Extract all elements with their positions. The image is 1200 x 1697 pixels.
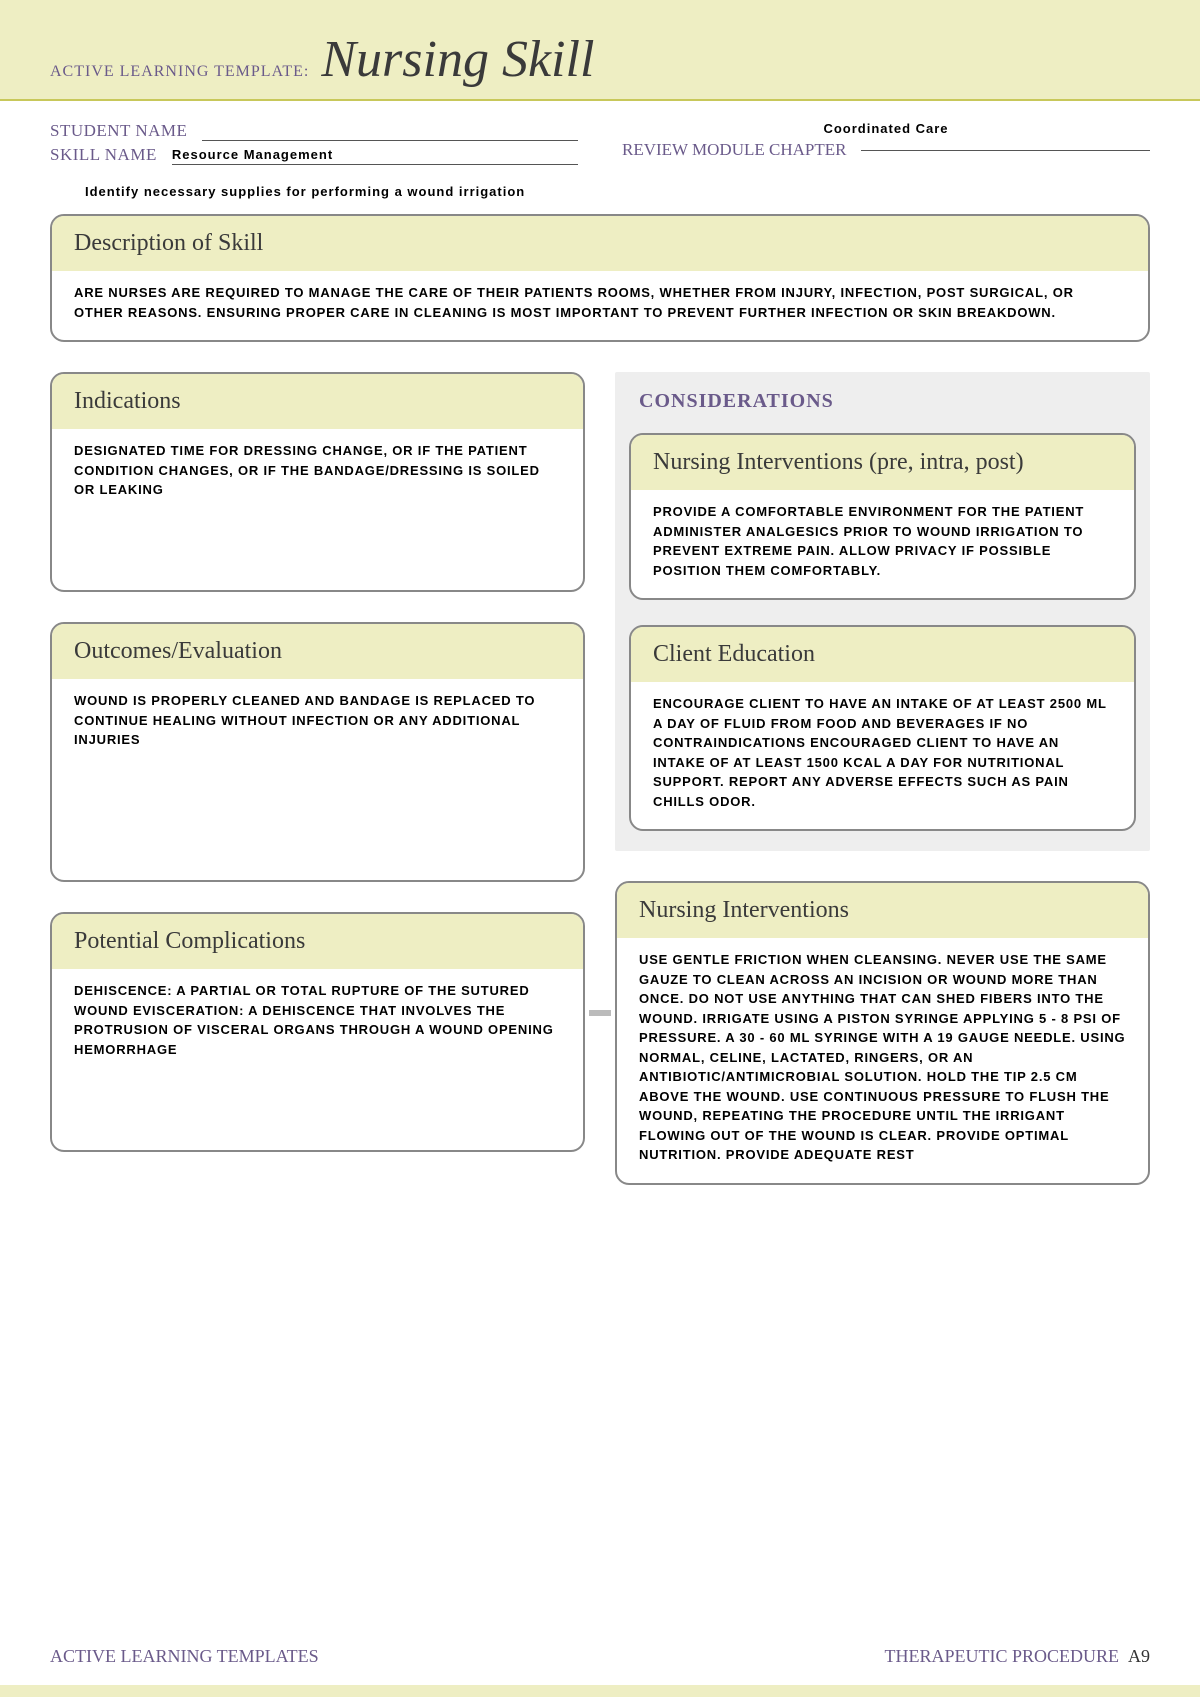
template-prefix: ACTIVE LEARNING TEMPLATE:: [50, 63, 309, 81]
client-education-title: Client Education: [631, 627, 1134, 682]
client-education-box: Client Education Encourage client to hav…: [629, 625, 1136, 831]
review-module-label: REVIEW MODULE CHAPTER: [622, 140, 846, 160]
interventions-bottom-body: Use gentle friction when cleansing. neve…: [617, 938, 1148, 1183]
review-module-line[interactable]: [861, 150, 1150, 151]
outcomes-title: Outcomes/Evaluation: [52, 624, 583, 679]
skill-name-value[interactable]: Resource Management: [172, 147, 578, 165]
client-education-body: Encourage client to have an intake of at…: [631, 682, 1134, 829]
page-number: A9: [1128, 1646, 1150, 1666]
description-title: Description of Skill: [52, 216, 1148, 271]
student-name-label: STUDENT NAME: [50, 121, 187, 141]
footer: ACTIVE LEARNING TEMPLATES THERAPEUTIC PR…: [0, 1646, 1200, 1667]
considerations-title: CONSIDERATIONS: [629, 372, 1136, 433]
student-name-line[interactable]: [202, 138, 578, 141]
top-fields: STUDENT NAME SKILL NAME Resource Managem…: [0, 101, 1200, 174]
interventions-bottom-box: Nursing Interventions Use gentle frictio…: [615, 881, 1150, 1185]
header-band: ACTIVE LEARNING TEMPLATE: Nursing Skill: [0, 0, 1200, 101]
interventions-pre-title: Nursing Interventions (pre, intra, post): [631, 435, 1134, 490]
considerations-section: CONSIDERATIONS Nursing Interventions (pr…: [615, 372, 1150, 851]
description-box: Description of Skill are Nurses are requ…: [50, 214, 1150, 342]
complications-title: Potential Complications: [52, 914, 583, 969]
description-body: are Nurses are required to manage the ca…: [52, 271, 1148, 340]
interventions-pre-box: Nursing Interventions (pre, intra, post)…: [629, 433, 1136, 600]
coordinated-care-text: Coordinated Care: [622, 121, 1150, 136]
skill-name-label: SKILL NAME: [50, 145, 157, 165]
footer-band: [0, 1685, 1200, 1697]
template-title: Nursing Skill: [321, 30, 594, 89]
connector-line: [589, 1010, 611, 1016]
complications-box: Potential Complications Dehiscence: a pa…: [50, 912, 585, 1152]
interventions-pre-body: Provide a comfortable environment for th…: [631, 490, 1134, 598]
outcomes-body: wound is properly cleaned and bandage is…: [52, 679, 583, 768]
footer-left: ACTIVE LEARNING TEMPLATES: [50, 1646, 319, 1667]
indications-box: Indications designated time for dressing…: [50, 372, 585, 592]
content-area: Description of Skill are Nurses are requ…: [0, 204, 1200, 1215]
footer-right: THERAPEUTIC PROCEDURE A9: [884, 1646, 1150, 1667]
complications-body: Dehiscence: a partial or total rupture o…: [52, 969, 583, 1077]
indications-title: Indications: [52, 374, 583, 429]
subtitle: Identify necessary supplies for performi…: [0, 174, 1200, 204]
outcomes-box: Outcomes/Evaluation wound is properly cl…: [50, 622, 585, 882]
interventions-bottom-title: Nursing Interventions: [617, 883, 1148, 938]
indications-body: designated time for dressing change, or …: [52, 429, 583, 518]
